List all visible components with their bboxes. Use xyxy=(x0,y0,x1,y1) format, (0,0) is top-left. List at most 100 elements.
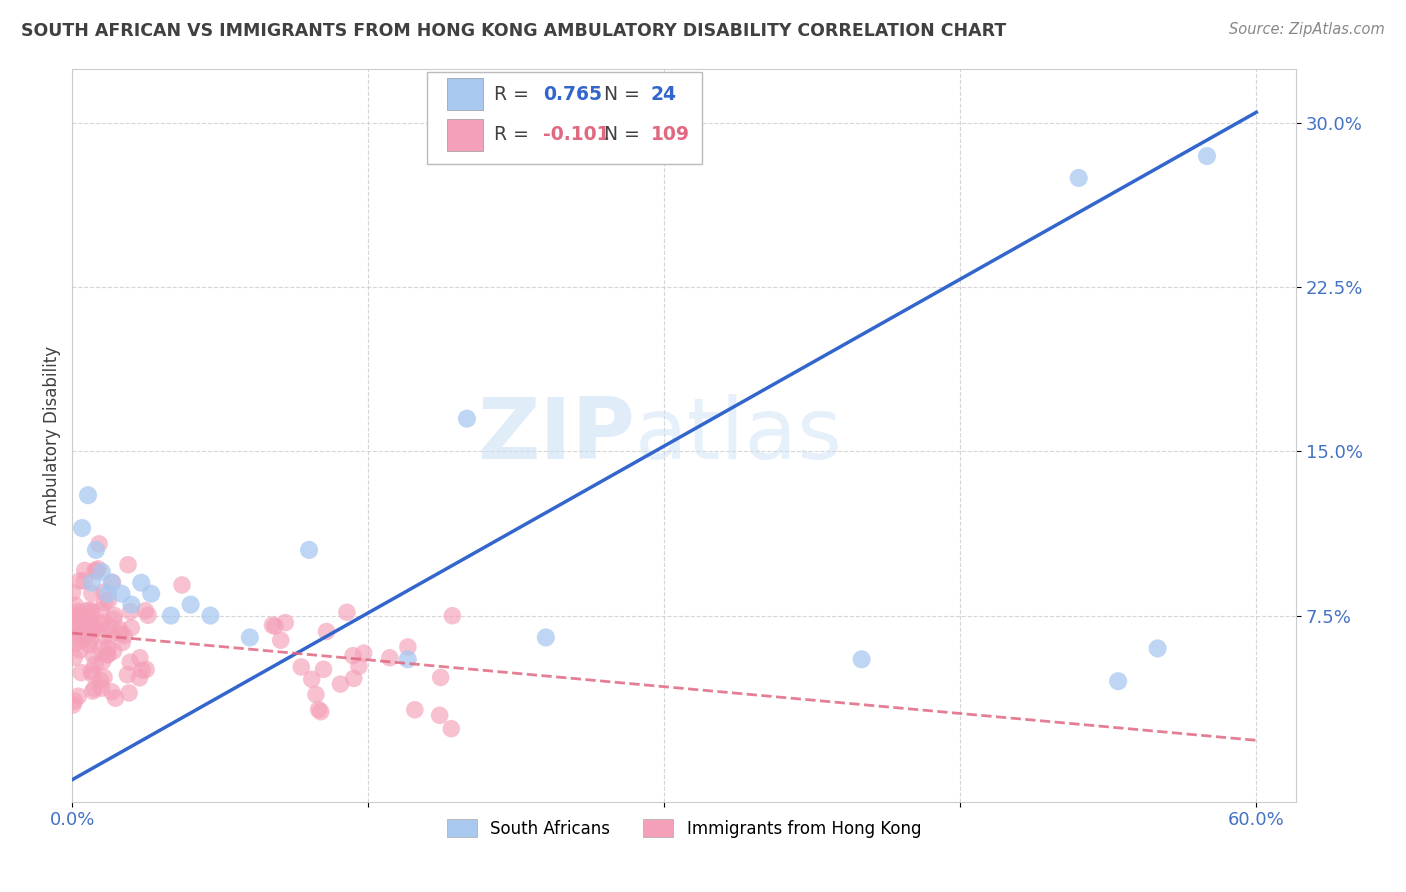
Point xyxy=(396,640,419,654)
Point xyxy=(90,565,112,579)
Text: N =: N = xyxy=(605,85,647,103)
Point xyxy=(264,619,287,633)
Point xyxy=(75,617,97,632)
Point xyxy=(66,605,89,619)
Point xyxy=(83,681,105,696)
Point xyxy=(108,623,131,637)
Point xyxy=(100,575,122,590)
Point xyxy=(298,543,321,558)
Point xyxy=(94,630,117,644)
Point xyxy=(336,605,359,619)
Point xyxy=(82,684,104,698)
Point xyxy=(129,575,152,590)
Point xyxy=(97,641,120,656)
Point xyxy=(80,665,103,679)
Point xyxy=(1146,641,1168,656)
Point xyxy=(80,605,103,619)
Point xyxy=(305,688,328,702)
Point xyxy=(98,619,121,633)
Point xyxy=(89,617,111,632)
Point xyxy=(270,633,292,648)
Point xyxy=(112,629,135,643)
Point xyxy=(87,562,110,576)
Point xyxy=(93,585,115,599)
Point xyxy=(66,627,89,641)
Point xyxy=(353,646,375,660)
Point xyxy=(63,694,86,708)
Point xyxy=(62,585,84,599)
Point xyxy=(239,631,262,645)
Point xyxy=(120,605,142,619)
Point xyxy=(120,655,142,669)
Point xyxy=(76,603,98,617)
Point xyxy=(131,663,153,677)
Point xyxy=(67,627,90,641)
Point xyxy=(77,488,100,502)
Point xyxy=(90,603,112,617)
Y-axis label: Ambulatory Disability: Ambulatory Disability xyxy=(44,345,60,524)
Point xyxy=(1067,170,1090,185)
Text: SOUTH AFRICAN VS IMMIGRANTS FROM HONG KONG AMBULATORY DISABILITY CORRELATION CHA: SOUTH AFRICAN VS IMMIGRANTS FROM HONG KO… xyxy=(21,22,1007,40)
Point xyxy=(90,615,112,630)
Point xyxy=(110,587,132,601)
Point xyxy=(290,660,312,674)
Point xyxy=(315,624,337,639)
Point xyxy=(110,626,132,640)
Point xyxy=(82,648,104,662)
Point xyxy=(309,705,332,719)
Point xyxy=(134,604,156,618)
Point xyxy=(91,655,114,669)
Point xyxy=(62,698,84,712)
Point xyxy=(66,609,89,624)
Point xyxy=(76,628,98,642)
Point xyxy=(342,648,364,663)
Point xyxy=(120,621,142,635)
Point xyxy=(312,662,335,676)
Point xyxy=(89,640,111,655)
Point xyxy=(70,665,93,680)
Point xyxy=(72,619,94,633)
Point xyxy=(180,598,202,612)
Point xyxy=(117,668,139,682)
Legend: South Africans, Immigrants from Hong Kong: South Africans, Immigrants from Hong Kon… xyxy=(440,813,928,845)
Point xyxy=(104,691,127,706)
Point xyxy=(84,564,107,578)
FancyBboxPatch shape xyxy=(447,78,484,111)
Point xyxy=(117,558,139,572)
Point xyxy=(103,612,125,626)
Point xyxy=(93,595,115,609)
Point xyxy=(200,608,222,623)
Point xyxy=(274,615,297,630)
FancyBboxPatch shape xyxy=(427,72,703,164)
Point xyxy=(97,648,120,662)
Point xyxy=(80,586,103,600)
Point xyxy=(83,619,105,633)
Point xyxy=(170,578,193,592)
Point xyxy=(262,618,284,632)
Point xyxy=(67,607,90,621)
Point xyxy=(396,652,419,666)
Point xyxy=(103,608,125,623)
Text: atlas: atlas xyxy=(636,393,844,476)
Point xyxy=(97,587,120,601)
Point xyxy=(101,685,124,699)
Point xyxy=(65,635,87,649)
Point xyxy=(343,671,366,685)
Point xyxy=(93,670,115,684)
Point xyxy=(429,670,451,684)
Point xyxy=(97,593,120,607)
Text: ZIP: ZIP xyxy=(477,393,636,476)
Point xyxy=(120,598,142,612)
Text: R =: R = xyxy=(495,125,536,145)
Point xyxy=(70,633,93,648)
Point xyxy=(79,632,101,646)
Point xyxy=(63,610,86,624)
Text: R =: R = xyxy=(495,85,536,103)
Point xyxy=(87,537,110,551)
Text: 109: 109 xyxy=(651,125,690,145)
Point xyxy=(79,603,101,617)
Text: -0.101: -0.101 xyxy=(543,125,610,145)
Point xyxy=(82,667,104,681)
Point xyxy=(69,574,91,588)
Point xyxy=(84,657,107,672)
